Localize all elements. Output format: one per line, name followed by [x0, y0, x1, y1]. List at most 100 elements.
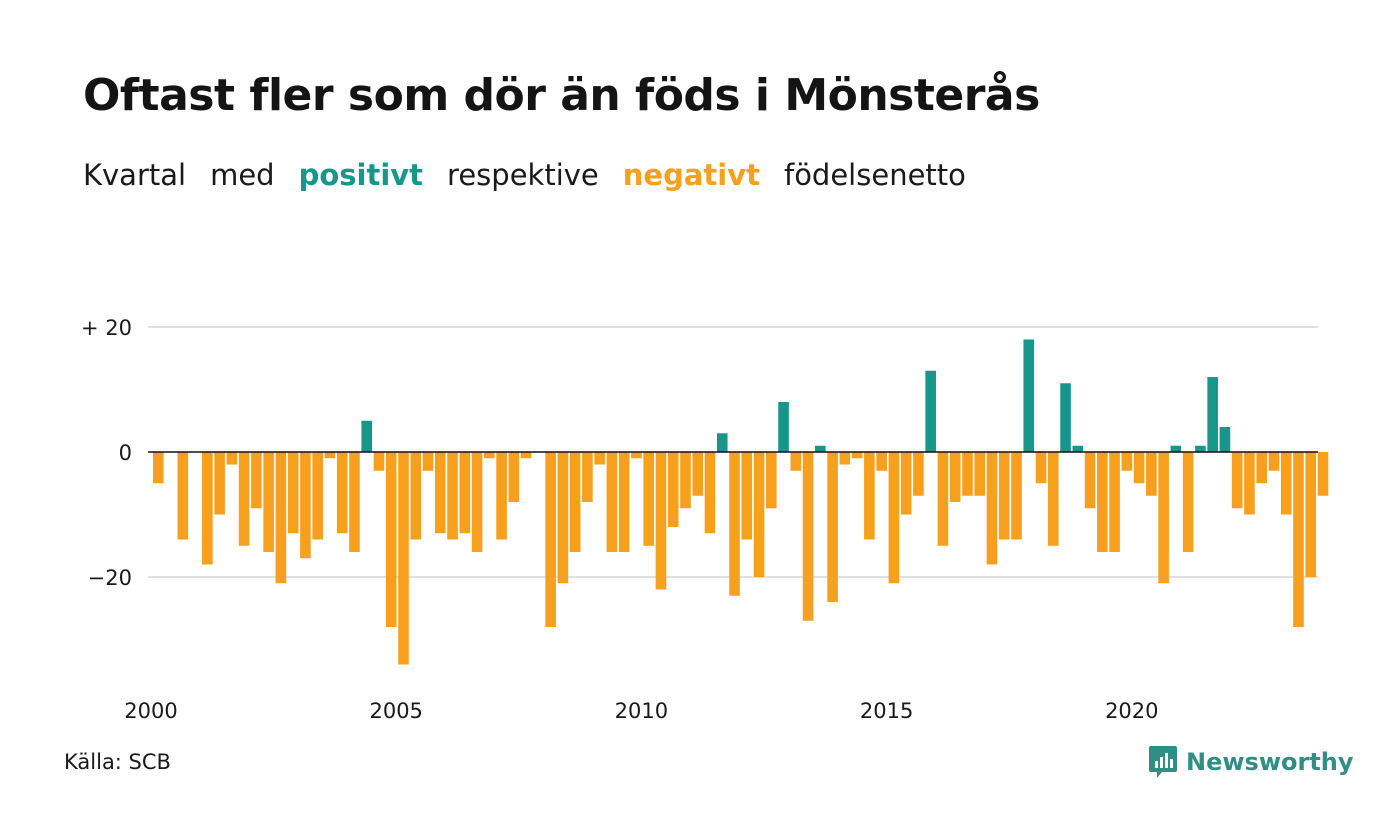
bar	[545, 452, 556, 627]
bar	[900, 452, 912, 515]
x-tick-label: 2020	[1105, 699, 1158, 723]
bar	[569, 452, 581, 552]
bar	[226, 452, 238, 465]
bar	[1047, 452, 1059, 546]
bar	[913, 452, 924, 496]
bar	[1170, 445, 1182, 452]
bar	[324, 452, 336, 459]
bar	[667, 452, 679, 527]
bar	[361, 420, 373, 452]
bar	[1072, 445, 1084, 452]
bar	[680, 452, 691, 509]
bar	[275, 452, 287, 584]
bar	[998, 452, 1010, 540]
bar	[263, 452, 274, 552]
bar	[1219, 427, 1231, 452]
bar	[508, 452, 520, 502]
bar	[1317, 452, 1329, 496]
bar	[471, 452, 483, 552]
brand-logo: Newsworthy	[1148, 744, 1354, 780]
subtitle-word-med: med	[210, 158, 275, 192]
bar	[410, 452, 422, 540]
bar	[1244, 452, 1255, 515]
bar	[1280, 452, 1292, 515]
bar	[373, 452, 385, 471]
newsworthy-chart-icon	[1149, 746, 1177, 778]
bar	[177, 452, 189, 540]
bar	[1060, 383, 1071, 452]
bar	[312, 452, 323, 540]
bar	[949, 452, 961, 502]
bar	[766, 452, 777, 509]
bar	[655, 452, 667, 590]
bar	[704, 452, 716, 534]
subtitle-word-fodelsenetto: födelsenetto	[783, 158, 966, 192]
bar	[422, 452, 434, 471]
bar	[974, 452, 986, 496]
bar	[729, 452, 740, 596]
bar	[1084, 452, 1096, 509]
bar	[1182, 452, 1194, 552]
x-tick-label: 2015	[860, 699, 913, 723]
bar	[214, 452, 225, 515]
bar	[1023, 339, 1035, 452]
bar	[434, 452, 446, 534]
bar	[484, 452, 495, 459]
bar	[618, 452, 630, 552]
legend-positive-label: positivt	[298, 158, 424, 192]
chart-subtitle: Kvartal med positivt respektive negativt föde…	[83, 158, 990, 192]
subtitle-word-kvartal: Kvartal	[83, 158, 187, 192]
legend-negative-label: negativt	[622, 158, 760, 192]
brand-name: Newsworthy	[1186, 748, 1354, 776]
bar	[643, 452, 654, 546]
bar	[888, 452, 900, 584]
x-tick-label: 2010	[615, 699, 668, 723]
subtitle-word-respektive: respektive	[447, 158, 599, 192]
bar	[1158, 452, 1169, 584]
bar	[925, 370, 936, 452]
bar	[1293, 452, 1304, 627]
bar	[986, 452, 998, 565]
bar	[251, 452, 262, 509]
bar	[1207, 377, 1218, 452]
bar	[778, 402, 789, 452]
bar	[1146, 452, 1157, 496]
bar	[1256, 452, 1267, 484]
bar	[520, 452, 532, 459]
bar	[300, 452, 311, 559]
bar	[459, 452, 471, 534]
bar	[594, 452, 605, 465]
bar	[937, 452, 949, 546]
bar	[1097, 452, 1108, 552]
x-tick-label: 2000	[124, 699, 177, 723]
bar	[447, 452, 458, 540]
bar	[692, 452, 704, 496]
bar	[631, 452, 642, 459]
bar	[336, 452, 348, 534]
bar	[1231, 452, 1243, 509]
bar	[1305, 452, 1317, 577]
bar	[962, 452, 973, 496]
bar	[1133, 452, 1145, 484]
bar	[851, 452, 863, 459]
bar	[202, 452, 213, 565]
bar	[802, 452, 814, 621]
bar	[741, 452, 753, 540]
bar	[1195, 445, 1206, 452]
bar	[349, 452, 360, 552]
bar	[385, 452, 397, 627]
bar	[153, 452, 164, 484]
bar	[1035, 452, 1047, 484]
bar	[606, 452, 618, 552]
bar	[496, 452, 507, 540]
bar	[753, 452, 765, 577]
y-tick-label: + 20	[81, 316, 132, 340]
bar	[815, 445, 826, 452]
bar	[716, 433, 728, 452]
bar	[1011, 452, 1022, 540]
chart-title: Oftast fler som dör än föds i Mönsterås	[83, 70, 1040, 121]
bar	[1268, 452, 1280, 471]
bar	[864, 452, 875, 540]
bar	[1121, 452, 1133, 471]
